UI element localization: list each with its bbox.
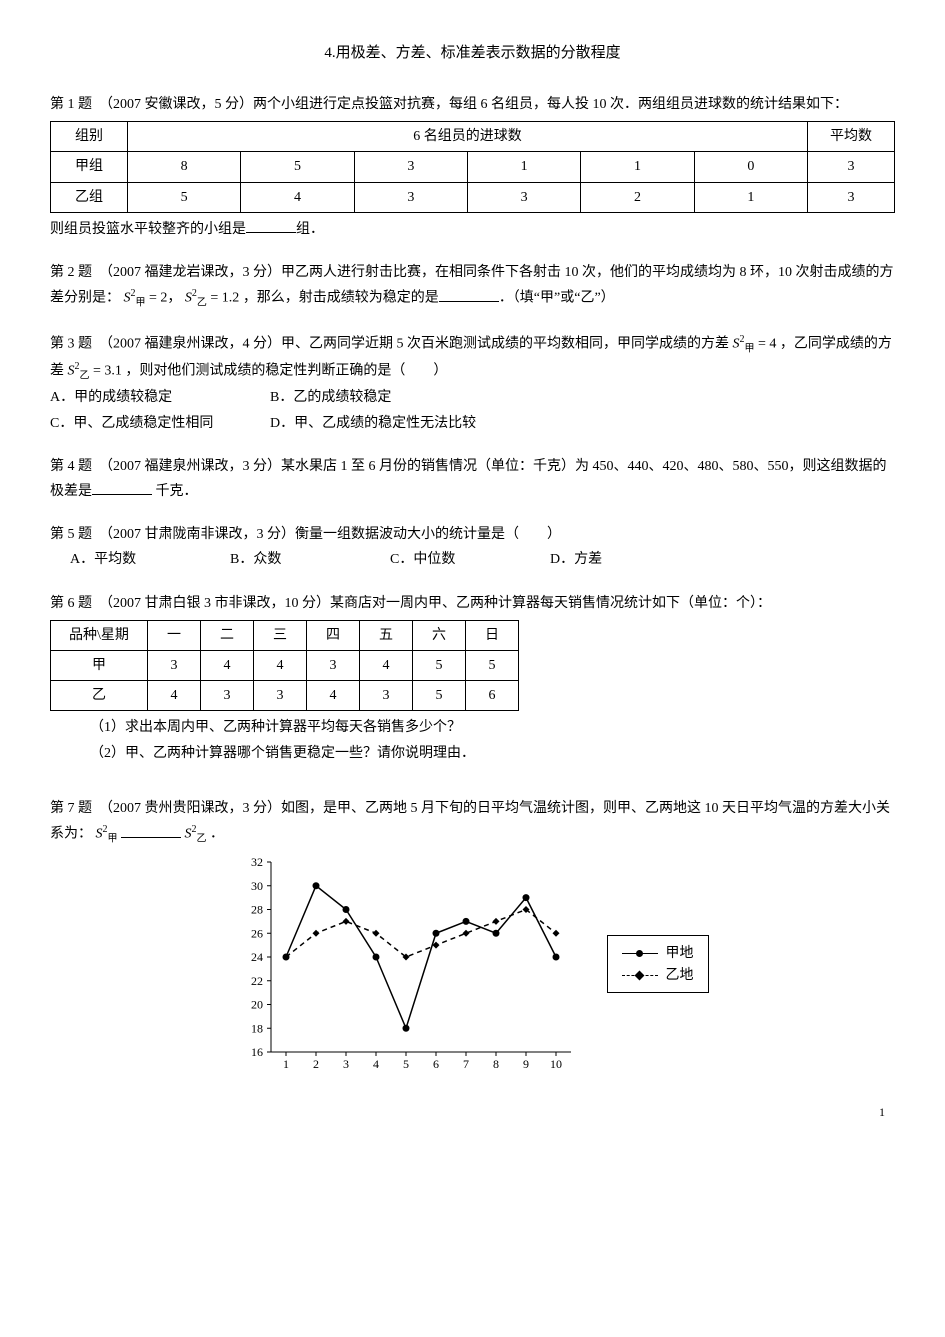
q7-chart-wrap: 16 18 20 22 24 26 28 30 32 1 2 3 4 5 6 7 8 9 10 甲地 乙地 bbox=[50, 856, 895, 1072]
q1-prompt: 第 1 题 （2007 安徽课改，5 分）两个小组进行定点投篮对抗赛，每组 6 … bbox=[50, 92, 895, 117]
q1-th-group: 组别 bbox=[51, 122, 128, 152]
question-7: 第 7 题 （2007 贵州贵阳课改，3 分）如图，是甲、乙两地 5 月下旬的日… bbox=[50, 796, 895, 1073]
blank bbox=[92, 480, 152, 495]
svg-text:8: 8 bbox=[493, 1057, 499, 1071]
svg-text:18: 18 bbox=[251, 1022, 263, 1036]
legend-yi: 乙地 bbox=[622, 964, 694, 986]
svg-text:26: 26 bbox=[251, 927, 263, 941]
doc-title: 4.用极差、方差、标准差表示数据的分散程度 bbox=[50, 40, 895, 67]
svg-text:5: 5 bbox=[403, 1057, 409, 1071]
table-row: 乙组 5 4 3 3 2 1 3 bbox=[51, 182, 895, 212]
table-row: 品种\星期 一 二 三 四 五 六 日 bbox=[51, 620, 519, 650]
question-1: 第 1 题 （2007 安徽课改，5 分）两个小组进行定点投篮对抗赛，每组 6 … bbox=[50, 92, 895, 242]
svg-text:30: 30 bbox=[251, 879, 263, 893]
page-number: 1 bbox=[50, 1102, 895, 1124]
line-chart: 16 18 20 22 24 26 28 30 32 1 2 3 4 5 6 7 8 9 10 bbox=[237, 856, 577, 1072]
svg-text:10: 10 bbox=[550, 1057, 562, 1071]
q1-th-mid: 6 名组员的进球数 bbox=[128, 122, 808, 152]
question-6: 第 6 题 （2007 甘肃白银 3 市非课改，10 分）某商店对一周内甲、乙两… bbox=[50, 591, 895, 766]
table-row: 甲 3 4 4 3 4 5 5 bbox=[51, 650, 519, 680]
q6-sub1: （1）求出本周内甲、乙两种计算器平均每天各销售多少个？ bbox=[90, 715, 895, 740]
legend-jia: 甲地 bbox=[622, 942, 694, 964]
svg-text:7: 7 bbox=[463, 1057, 469, 1071]
svg-text:16: 16 bbox=[251, 1045, 263, 1059]
table-row: 乙 4 3 3 4 3 5 6 bbox=[51, 681, 519, 711]
q6-table: 品种\星期 一 二 三 四 五 六 日 甲 3 4 4 3 4 5 5 乙 4 … bbox=[50, 620, 519, 712]
q1-tail: 则组员投篮水平较整齐的小组是组． bbox=[50, 217, 895, 242]
q5-opts: A．平均数 B．众数 C．中位数 D．方差 bbox=[70, 547, 895, 572]
question-2: 第 2 题 （2007 福建龙岩课改，3 分）甲乙两人进行射击比赛，在相同条件下… bbox=[50, 260, 895, 313]
svg-text:1: 1 bbox=[283, 1057, 289, 1071]
svg-text:6: 6 bbox=[433, 1057, 439, 1071]
q6-sub2: （2）甲、乙两种计算器哪个销售更稳定一些？请你说明理由． bbox=[90, 741, 895, 766]
blank bbox=[121, 823, 181, 838]
svg-text:4: 4 bbox=[373, 1057, 379, 1071]
table-row: 组别 6 名组员的进球数 平均数 bbox=[51, 122, 895, 152]
q1-table: 组别 6 名组员的进球数 平均数 甲组 8 5 3 1 1 0 3 乙组 5 4… bbox=[50, 121, 895, 213]
chart-legend: 甲地 乙地 bbox=[607, 935, 709, 993]
q3-opts-row2: C．甲、乙成绩稳定性相同 D．甲、乙成绩的稳定性无法比较 bbox=[50, 411, 895, 436]
q3-opts-row1: A．甲的成绩较稳定 B．乙的成绩较稳定 bbox=[50, 385, 895, 410]
blank bbox=[246, 218, 296, 233]
dash-line-icon bbox=[622, 975, 658, 976]
svg-text:28: 28 bbox=[251, 903, 263, 917]
svg-text:2: 2 bbox=[313, 1057, 319, 1071]
solid-line-icon bbox=[622, 953, 658, 954]
table-row: 甲组 8 5 3 1 1 0 3 bbox=[51, 152, 895, 182]
blank bbox=[439, 287, 499, 302]
svg-text:20: 20 bbox=[251, 998, 263, 1012]
question-4: 第 4 题 （2007 福建泉州课改，3 分）某水果店 1 至 6 月份的销售情… bbox=[50, 454, 895, 504]
q1-th-avg: 平均数 bbox=[808, 122, 895, 152]
svg-text:32: 32 bbox=[251, 856, 263, 869]
svg-text:24: 24 bbox=[251, 950, 263, 964]
svg-text:3: 3 bbox=[343, 1057, 349, 1071]
svg-text:9: 9 bbox=[523, 1057, 529, 1071]
question-3: 第 3 题 （2007 福建泉州课改，4 分）甲、乙两同学近期 5 次百米跑测试… bbox=[50, 331, 895, 436]
question-5: 第 5 题 （2007 甘肃陇南非课改，3 分）衡量一组数据波动大小的统计量是（… bbox=[50, 522, 895, 572]
svg-text:22: 22 bbox=[251, 974, 263, 988]
